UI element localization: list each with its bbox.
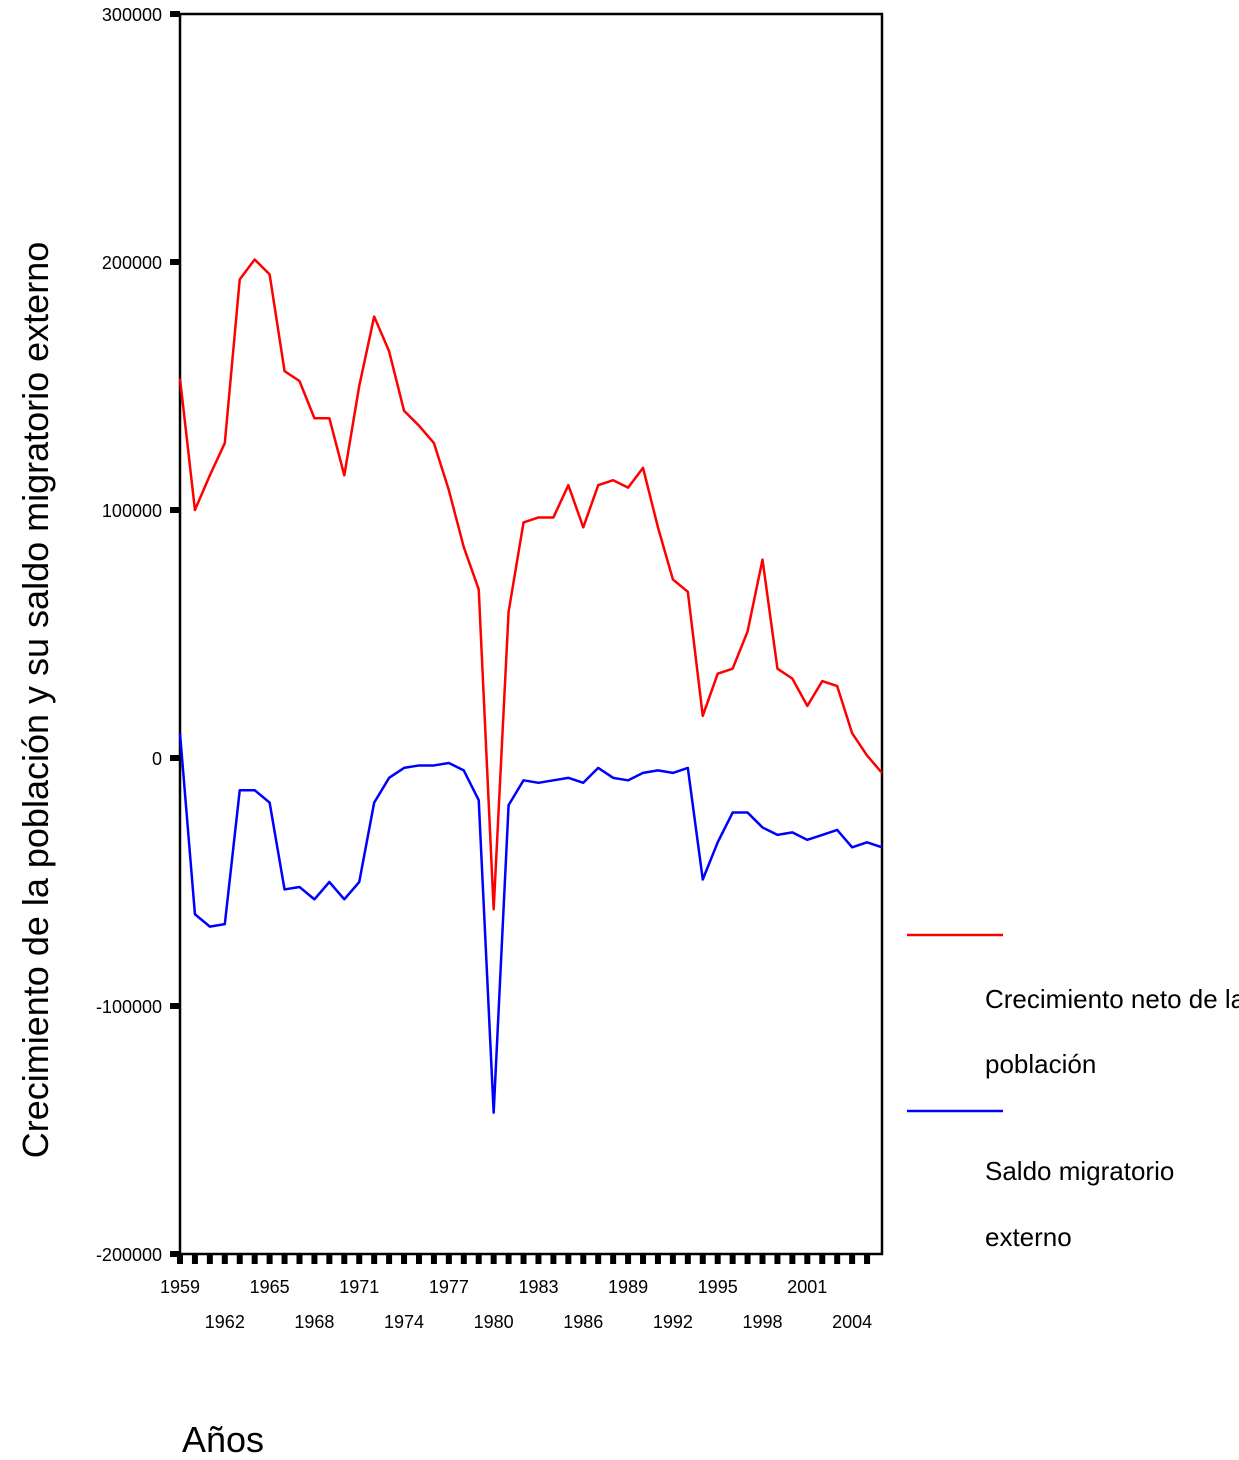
x-tick-label: 1974 [384,1312,424,1332]
x-tick-label: 2001 [787,1277,827,1297]
x-tick-label: 1998 [742,1312,782,1332]
x-axis: 1959 1965 1971 1977 1983 1989 1995 2001 1962 1968… [160,1254,872,1332]
y-tick-label: 100000 [102,501,162,521]
y-tick-label: 300000 [102,5,162,25]
x-tick-label: 1977 [429,1277,469,1297]
series-line-saldo [178,733,883,1114]
x-tick-label: 1971 [339,1277,379,1297]
plot-frame [178,12,884,1256]
x-tick-label: 1965 [250,1277,290,1297]
x-tick-label: 1989 [608,1277,648,1297]
y-tick-label: -100000 [96,997,162,1017]
x-tick-label: 1968 [294,1312,334,1332]
y-axis: -200000 -100000 0 100000 200000 300000 [96,5,180,1265]
y-tick-label: 200000 [102,253,162,273]
x-axis-label: Años [182,1419,264,1460]
legend-label-crecimiento-line1: Crecimiento neto de la [985,984,1239,1014]
series-line-crecimiento [178,258,883,911]
x-tick-label: 1959 [160,1277,200,1297]
legend: Crecimiento neto de la población Saldo m… [907,933,1239,1252]
x-tick-label: 1980 [474,1312,514,1332]
x-tick-label: 1986 [563,1312,603,1332]
y-axis-label: Crecimiento de la población y su saldo m… [15,242,56,1158]
x-tick-label: 1992 [653,1312,693,1332]
y-tick-label: -200000 [96,1245,162,1265]
y-tick-label: 0 [152,749,162,769]
x-tick-label: 1995 [698,1277,738,1297]
legend-label-saldo-line1: Saldo migratorio [985,1156,1174,1186]
x-tick-label: 1983 [518,1277,558,1297]
series-layer [178,258,883,1114]
x-tick-label: 1962 [205,1312,245,1332]
x-tick-label: 2004 [832,1312,872,1332]
legend-label-crecimiento-line2: población [985,1049,1096,1079]
legend-label-saldo-line2: externo [985,1222,1072,1252]
